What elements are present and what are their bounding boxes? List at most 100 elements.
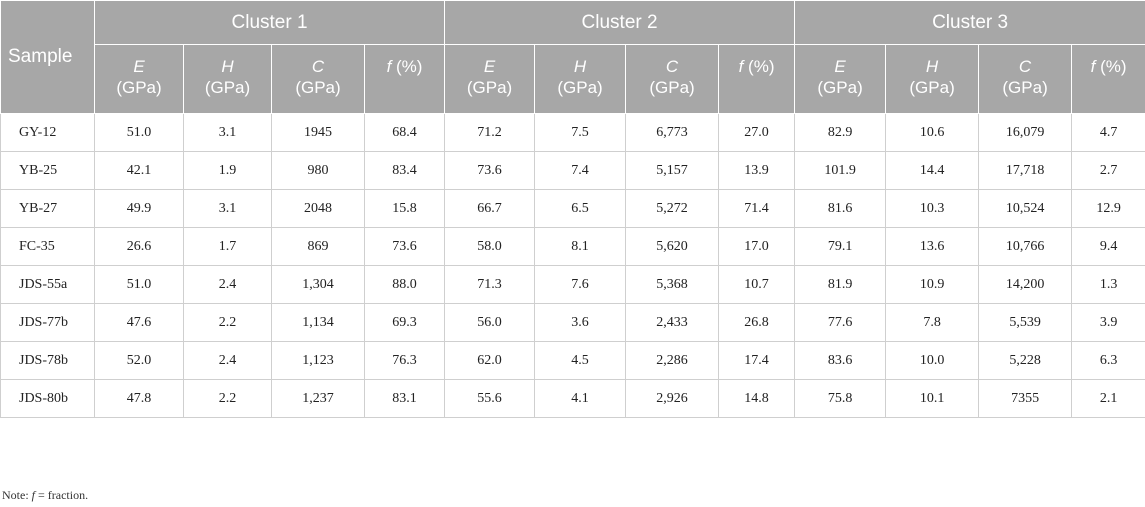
table-cell: 15.8 [363,189,446,228]
table-cell: 69.3 [363,303,446,342]
table-cell: 62.0 [444,341,536,380]
table-cell: 27.0 [718,113,796,152]
sample-name: JDS-77b [0,303,95,342]
column-unit: (GPa) [817,78,863,97]
table-cell: 51.0 [94,113,184,152]
column-variable: f [386,57,392,76]
table-cell: 73.6 [363,227,446,266]
column-variable: H [221,57,234,76]
table-cell: 66.7 [444,189,536,228]
table-cell: 26.8 [718,303,796,342]
note-symbol: f [31,488,36,502]
table-cell: 51.0 [94,265,184,304]
table-row: JDS-80b 47.8 2.2 1,237 83.1 55.6 4.1 2,926 14.8 7… [0,379,1145,418]
table-body: GY-12 51.0 3.1 1945 68.4 71.2 7.5 6,773 27.0 82.9… [0,113,1145,418]
table-cell: 1,237 [271,379,365,418]
table-cell: 10.3 [885,189,980,228]
table-cell: 7.8 [885,303,980,342]
table-cell: 10.7 [718,265,796,304]
table-cell: 1.9 [183,151,272,190]
table-cell: 68.4 [363,113,446,152]
table-cell: 83.1 [363,379,446,418]
table-cell: 10.0 [885,341,980,380]
table-cell: 76.3 [363,341,446,380]
table-row: YB-27 49.9 3.1 2048 15.8 66.7 6.5 5,272 71.4 81.6… [0,189,1145,228]
table-cell: 14.8 [718,379,796,418]
table-cell: 7.4 [534,151,627,190]
table-cell: 1.3 [1071,265,1145,304]
column-variable: H [925,57,939,76]
table-cell: 10,766 [978,227,1073,266]
sample-name: JDS-80b [0,379,95,418]
column-unit: (GPa) [649,78,695,97]
table-cell: 17.4 [718,341,796,380]
table-cell: 42.1 [94,151,184,190]
column-unit: (GPa) [909,78,955,97]
table-row: GY-12 51.0 3.1 1945 68.4 71.2 7.5 6,773 27.0 82.9… [0,113,1145,152]
column-unit: (GPa) [204,78,251,97]
table-cell: 13.9 [718,151,796,190]
table-cell: 82.9 [794,113,887,152]
table-cell: 980 [271,151,365,190]
table-cell: 81.9 [794,265,887,304]
table-cell: 2,286 [625,341,720,380]
table-cell: 5,272 [625,189,720,228]
table-cell: 47.6 [94,303,184,342]
table-cell: 14.4 [885,151,980,190]
table-row: YB-25 42.1 1.9 980 83.4 73.6 7.4 5,157 13.9 101.9… [0,151,1145,190]
column-header: f (%) [718,44,796,114]
column-unit: (%) [391,57,423,76]
table-cell: 10.6 [885,113,980,152]
column-header: H (GPa) [885,44,980,114]
cluster-header-3: Cluster 3 [794,0,1145,45]
table-cell: 16,079 [978,113,1073,152]
table-cell: 5,368 [625,265,720,304]
column-header: f (%) [363,44,446,114]
column-variable: f [1090,57,1096,76]
table-cell: 71.2 [444,113,536,152]
table-cell: 869 [271,227,365,266]
table-cell: 3.1 [183,189,272,228]
table-cell: 2.4 [183,341,272,380]
table-row: FC-35 26.6 1.7 869 73.6 58.0 8.1 5,620 17.0 79.1 1… [0,227,1145,266]
note-prefix: Note: [2,488,32,502]
table-cell: 5,228 [978,341,1073,380]
column-variable: E [483,57,496,76]
column-variable: C [1018,57,1032,76]
table-cell: 5,620 [625,227,720,266]
table-cell: 2.1 [1071,379,1145,418]
sample-name: JDS-78b [0,341,95,380]
column-unit: (GPa) [116,78,162,97]
column-variable: C [311,57,325,76]
sample-name: FC-35 [0,227,95,266]
table-cell: 5,539 [978,303,1073,342]
table-cell: 2,433 [625,303,720,342]
table-cell: 1945 [271,113,365,152]
column-variable: H [573,57,587,76]
table-cell: 71.3 [444,265,536,304]
column-header: E (GPa) [444,44,536,114]
table-cell: 10.9 [885,265,980,304]
table-row: JDS-78b 52.0 2.4 1,123 76.3 62.0 4.5 2,286 17.4 8… [0,341,1145,380]
column-header: C (GPa) [978,44,1073,114]
table-cell: 13.6 [885,227,980,266]
sample-name: JDS-55a [0,265,95,304]
table-cell: 7.6 [534,265,627,304]
column-header: H (GPa) [183,44,272,114]
table-cell: 17.0 [718,227,796,266]
table-cell: 10.1 [885,379,980,418]
sample-name: GY-12 [0,113,95,152]
table-cell: 81.6 [794,189,887,228]
table-cell: 56.0 [444,303,536,342]
table-cell: 10,524 [978,189,1073,228]
table-cell: 9.4 [1071,227,1145,266]
column-header: H (GPa) [534,44,627,114]
table-cell: 55.6 [444,379,536,418]
table-cell: 14,200 [978,265,1073,304]
column-unit: (GPa) [466,78,513,97]
table-cell: 83.4 [363,151,446,190]
note-text: = fraction. [35,488,89,502]
table-cell: 6,773 [625,113,720,152]
table-cell: 58.0 [444,227,536,266]
table-cell: 52.0 [94,341,184,380]
